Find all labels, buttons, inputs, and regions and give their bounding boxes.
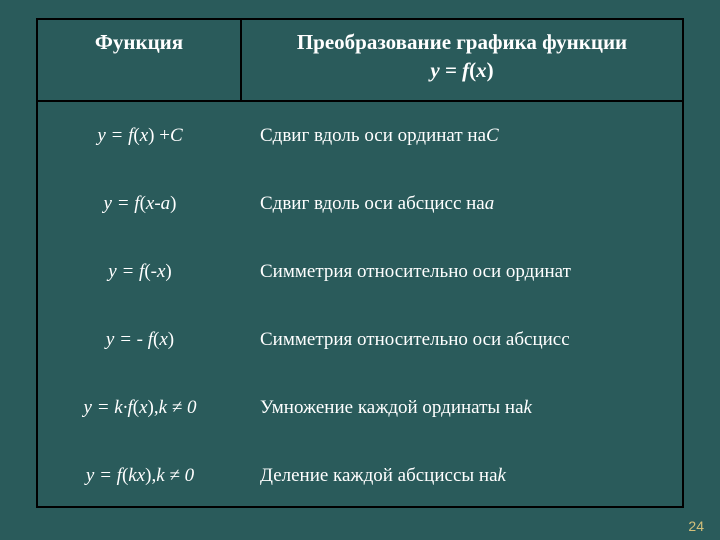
r1-mid: ) +: [148, 125, 170, 147]
header-transform-line2: y = f(x): [430, 56, 493, 84]
func-cell-5: y = k·f(x), k ≠ 0: [38, 374, 242, 442]
table-row: y = - f(x) Симметрия относительно оси аб…: [38, 306, 682, 374]
table-row: y = k·f(x), k ≠ 0 Умножение каждой ордин…: [38, 374, 682, 442]
func-cell-3: y = f(- x): [38, 238, 242, 306]
r6-kne: k ≠ 0: [156, 465, 194, 487]
header-yfx-x: x: [476, 58, 487, 82]
r5-desc: Умножение каждой ординаты на: [260, 397, 524, 419]
desc-cell-2: Сдвиг вдоль оси абсцисс на а: [242, 170, 682, 238]
r3-desc: Симметрия относительно оси ординат: [260, 261, 571, 283]
r4-close: ): [168, 329, 174, 351]
r6-desc: Деление каждой абсциссы на: [260, 465, 498, 487]
r3-x: x: [157, 261, 165, 283]
func-cell-6: y = f(kx), k ≠ 0: [38, 442, 242, 510]
table-row: y = f(kx), k ≠ 0 Деление каждой абсциссы…: [38, 442, 682, 510]
r1-desc-em: С: [486, 125, 499, 147]
func-cell-4: y = - f(x): [38, 306, 242, 374]
desc-cell-4: Симметрия относительно оси абсцисс: [242, 306, 682, 374]
desc-cell-3: Симметрия относительно оси ординат: [242, 238, 682, 306]
table-row: y = f(x) + C Сдвиг вдоль оси ординат на …: [38, 102, 682, 170]
page-number: 24: [688, 518, 704, 534]
header-transform-col: Преобразование графика функции y = f(x): [242, 20, 682, 100]
r1-pre: y = f: [97, 125, 133, 147]
table-row: y = f(x - a) Сдвиг вдоль оси абсцисс на …: [38, 170, 682, 238]
r4-x: x: [159, 329, 167, 351]
header-function-col: Функция: [38, 20, 242, 100]
r3-close: ): [165, 261, 171, 283]
r3-open: (-: [144, 261, 157, 283]
desc-cell-6: Деление каждой абсциссы на k: [242, 442, 682, 510]
r6-mid: ),: [145, 465, 156, 487]
desc-cell-5: Умножение каждой ординаты на k: [242, 374, 682, 442]
table-container: Функция Преобразование графика функции y…: [36, 18, 684, 508]
r5-desc-em: k: [524, 397, 532, 419]
r5-mid: ),: [148, 397, 159, 419]
r3-pre: y = f: [108, 261, 144, 283]
r2-a: a: [161, 193, 171, 215]
header-row: Функция Преобразование графика функции y…: [38, 20, 682, 102]
r5-kne: k ≠ 0: [159, 397, 197, 419]
func-cell-1: y = f(x) + C: [38, 102, 242, 170]
header-function-label: Функция: [95, 28, 183, 56]
r6-pre: y = f: [86, 465, 122, 487]
r4-pre: y = - f: [106, 329, 153, 351]
func-cell-2: y = f(x - a): [38, 170, 242, 238]
r6-kx: kx: [128, 465, 145, 487]
r4-desc: Симметрия относительно оси абсцисс: [260, 329, 570, 351]
header-transform-line1: Преобразование графика функции: [297, 28, 627, 56]
r1-c: C: [170, 125, 183, 147]
r1-x: x: [140, 125, 148, 147]
header-yfx-close: ): [487, 58, 494, 82]
r2-desc-em: а: [485, 193, 495, 215]
r2-x: x: [146, 193, 154, 215]
r2-pre: y = f: [104, 193, 140, 215]
r5-x: x: [139, 397, 147, 419]
header-yfx-pre: y = f: [430, 58, 469, 82]
table-row: y = f(- x) Симметрия относительно оси ор…: [38, 238, 682, 306]
r1-desc: Сдвиг вдоль оси ординат на: [260, 125, 486, 147]
r2-close: ): [170, 193, 176, 215]
r6-desc-em: k: [498, 465, 506, 487]
desc-cell-1: Сдвиг вдоль оси ординат на С: [242, 102, 682, 170]
r5-pre: y = k·f: [84, 397, 133, 419]
r2-desc: Сдвиг вдоль оси абсцисс на: [260, 193, 485, 215]
